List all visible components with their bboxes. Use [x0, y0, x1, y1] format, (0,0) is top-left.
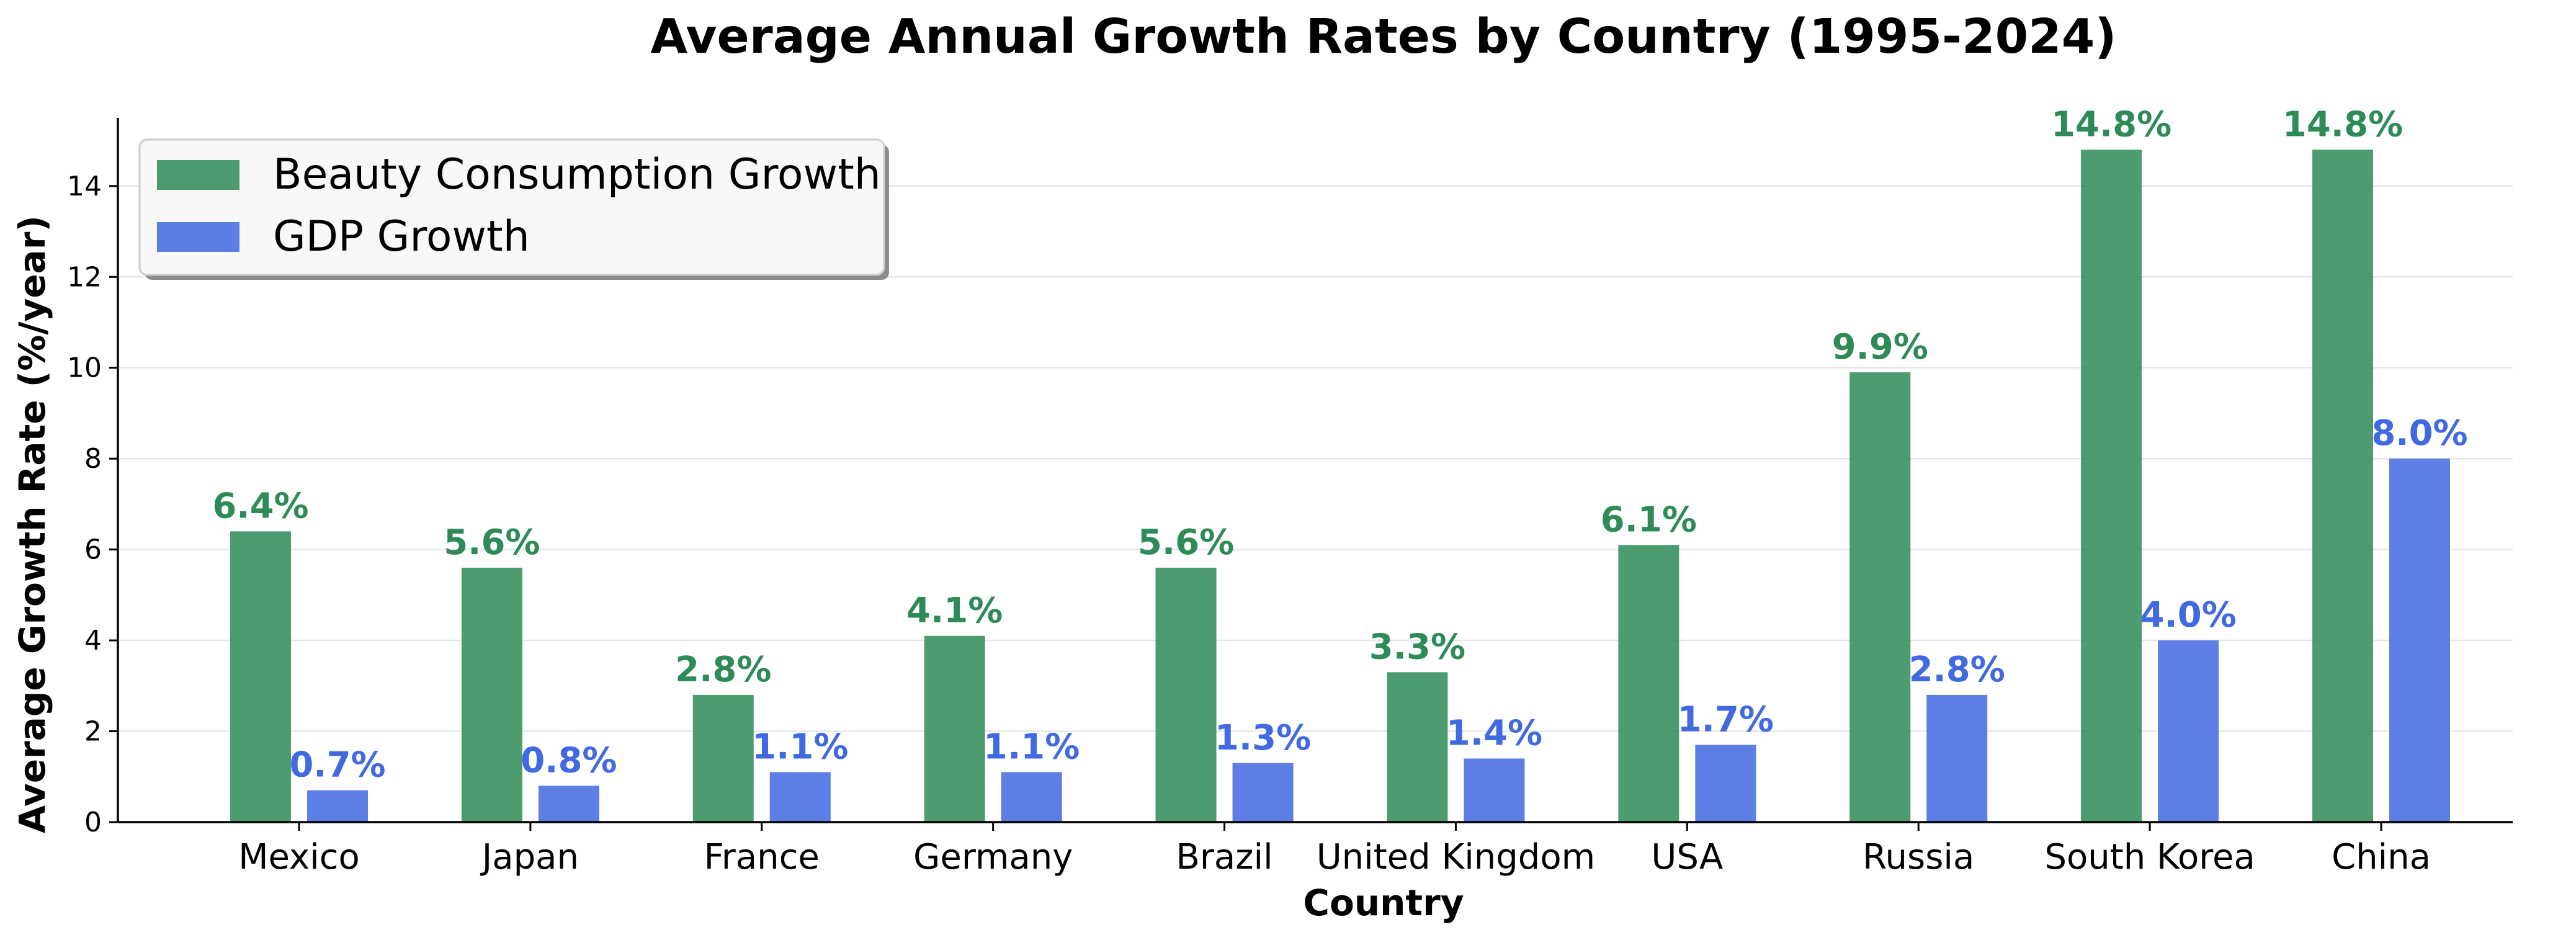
legend-entry-label: Beauty Consumption Growth [273, 150, 881, 199]
data-label: 4.1% [906, 591, 1003, 631]
y-tick-label: 2 [84, 716, 102, 748]
bar-beauty [924, 635, 985, 822]
bar-gdp [538, 786, 599, 822]
data-label: 6.1% [1601, 499, 1697, 540]
x-tick-label: Brazil [1176, 837, 1272, 877]
data-label: 1.1% [752, 727, 848, 767]
x-tick-label: Mexico [238, 837, 360, 877]
bar-gdp [2389, 459, 2450, 822]
data-label: 5.6% [1138, 522, 1234, 563]
legend-entry-label: GDP Growth [273, 212, 530, 261]
legend-box [138, 138, 885, 276]
x-tick-label: China [2332, 837, 2431, 877]
bar-beauty [1849, 372, 1911, 822]
bar-gdp [769, 772, 831, 822]
data-label: 1.4% [1446, 713, 1542, 753]
x-tick-label: USA [1651, 837, 1723, 877]
y-tick-label: 6 [84, 534, 102, 566]
y-tick-label: 8 [84, 443, 102, 475]
bar-gdp [1695, 745, 1756, 822]
x-axis-label: Country [1303, 882, 1464, 924]
x-tick-label: Russia [1863, 837, 1974, 877]
bar-beauty [1387, 672, 1448, 822]
bar-layer [230, 150, 2450, 823]
bar-beauty [692, 694, 754, 822]
x-tick-label: South Korea [2044, 837, 2255, 877]
legend-swatch [157, 160, 239, 190]
bar-beauty [2312, 150, 2373, 823]
data-label: 6.4% [212, 486, 308, 526]
y-tick-label: 12 [67, 261, 102, 293]
data-label: 8.0% [2371, 413, 2467, 454]
bar-gdp [1001, 772, 1062, 822]
y-tick-label: 0 [84, 807, 102, 838]
data-label: 14.8% [2051, 104, 2171, 145]
legend: Beauty Consumption Growth GDP Growth [138, 138, 889, 280]
bar-beauty [461, 567, 522, 822]
data-label: 2.8% [675, 650, 771, 690]
data-label: 0.7% [289, 745, 385, 786]
data-label-layer: 6.4% 0.7% 5.6% 0.8% 2.8% 1.1% 4.1% 1.1% 5.6% 1.3%… [212, 104, 2467, 785]
axis-layer: 0 2 4 6 8 10 12 14 Mexico Japan France Germany Brazi… [67, 118, 2513, 877]
data-label: 1.3% [1215, 718, 1311, 758]
chart-title: Average Annual Growth Rates by Country (… [650, 9, 2116, 65]
bar-gdp [1464, 758, 1525, 822]
bar-gdp [1926, 694, 1988, 822]
bar-beauty [230, 531, 291, 822]
x-tick-label: France [704, 837, 820, 877]
data-label: 5.6% [444, 522, 540, 563]
y-tick-label: 10 [67, 352, 102, 384]
x-tick-label: Germany [913, 837, 1073, 877]
bar-gdp [2158, 640, 2219, 822]
x-tick-label: United Kingdom [1317, 837, 1595, 877]
data-label: 2.8% [1909, 650, 2005, 690]
data-label: 3.3% [1369, 627, 1465, 667]
bar-beauty [2081, 150, 2142, 823]
y-axis-label: Average Growth Rate (%/year) [11, 215, 53, 833]
data-label: 4.0% [2140, 595, 2236, 635]
data-label: 14.8% [2283, 104, 2403, 145]
legend-swatch [157, 222, 239, 252]
y-tick-label: 14 [67, 171, 102, 202]
data-label: 1.1% [983, 727, 1080, 767]
data-label: 0.8% [521, 740, 617, 781]
x-tick-label: Japan [480, 837, 579, 877]
bar-gdp [307, 790, 368, 822]
data-label: 1.7% [1678, 700, 1774, 740]
data-label: 9.9% [1832, 327, 1928, 367]
bar-gdp [1232, 763, 1294, 822]
bar-beauty [1155, 567, 1217, 822]
bar-beauty [1618, 545, 1679, 822]
y-tick-label: 4 [84, 625, 102, 656]
